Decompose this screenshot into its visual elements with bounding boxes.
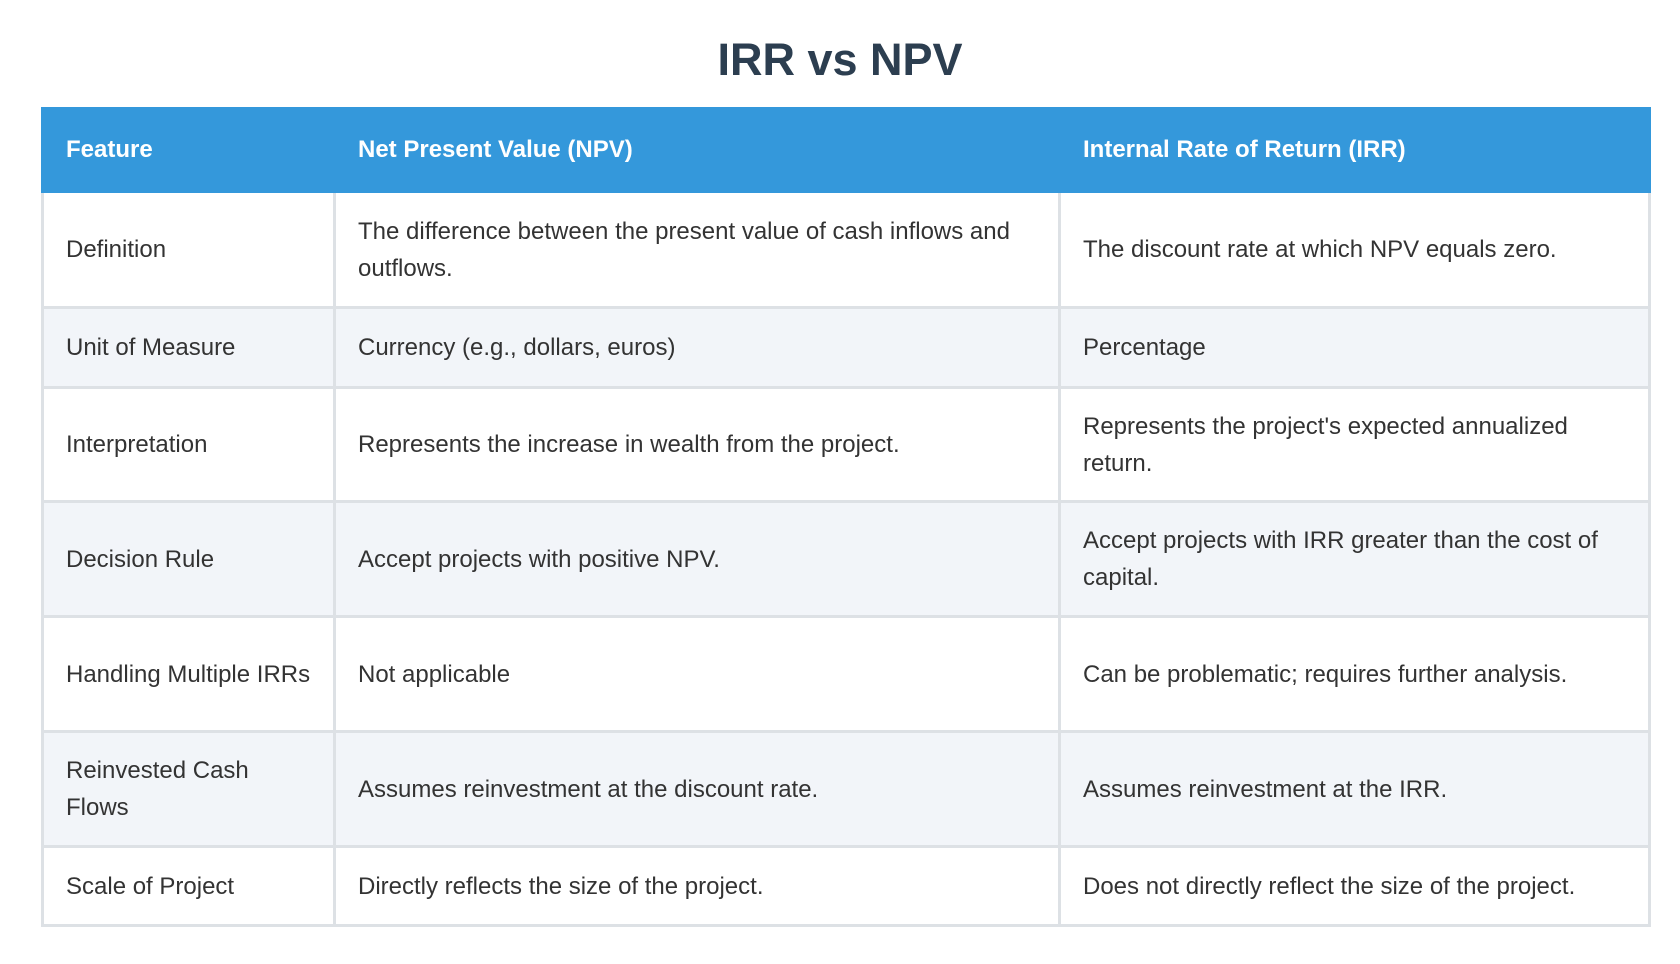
header-cell: Feature bbox=[41, 107, 336, 193]
value-cell: Represents the project's expected annual… bbox=[1058, 386, 1651, 503]
value-cell: Represents the increase in wealth from t… bbox=[333, 386, 1061, 503]
value-cell: Accept projects with positive NPV. bbox=[333, 500, 1061, 618]
value-cell: The discount rate at which NPV equals ze… bbox=[1058, 190, 1651, 309]
feature-cell: Unit of Measure bbox=[41, 306, 336, 389]
value-cell: Not applicable bbox=[333, 615, 1061, 733]
table-row: Interpretation Represents the increase in… bbox=[41, 386, 1651, 503]
value-cell: Does not directly reflect the size of th… bbox=[1058, 845, 1651, 927]
table-row: Definition The difference between the pre… bbox=[41, 190, 1651, 309]
table-row: Reinvested Cash Flows Assumes reinvestmen… bbox=[41, 730, 1651, 848]
value-cell: Directly reflects the size of the projec… bbox=[333, 845, 1061, 927]
header-cell: Net Present Value (NPV) bbox=[333, 107, 1061, 193]
table-row: Decision Rule Accept projects with positi… bbox=[41, 500, 1651, 618]
table-row: Unit of Measure Currency (e.g., dollars, … bbox=[41, 306, 1651, 389]
header-row: Feature Net Present Value (NPV) Internal R… bbox=[41, 107, 1651, 193]
value-cell: Currency (e.g., dollars, euros) bbox=[333, 306, 1061, 389]
table-row: Scale of Project Directly reflects the si… bbox=[41, 845, 1651, 927]
feature-cell: Interpretation bbox=[41, 386, 336, 503]
feature-cell: Handling Multiple IRRs bbox=[41, 615, 336, 733]
value-cell: Can be problematic; requires further ana… bbox=[1058, 615, 1651, 733]
table-body: Definition The difference between the pre… bbox=[41, 190, 1651, 927]
value-cell: Percentage bbox=[1058, 306, 1651, 389]
feature-cell: Reinvested Cash Flows bbox=[41, 730, 336, 848]
value-cell: The difference between the present value… bbox=[333, 190, 1061, 309]
value-cell: Assumes reinvestment at the IRR. bbox=[1058, 730, 1651, 848]
value-cell: Assumes reinvestment at the discount rat… bbox=[333, 730, 1061, 848]
table-row: Handling Multiple IRRs Not applicable Can … bbox=[41, 615, 1651, 733]
feature-cell: Decision Rule bbox=[41, 500, 336, 618]
header-cell: Internal Rate of Return (IRR) bbox=[1058, 107, 1651, 193]
feature-cell: Definition bbox=[41, 190, 336, 309]
comparison-table: Feature Net Present Value (NPV) Internal R… bbox=[41, 107, 1651, 927]
page-title: IRR vs NPV bbox=[717, 34, 963, 85]
table-header: Feature Net Present Value (NPV) Internal R… bbox=[41, 107, 1651, 193]
value-cell: Accept projects with IRR greater than th… bbox=[1058, 500, 1651, 618]
feature-cell: Scale of Project bbox=[41, 845, 336, 927]
